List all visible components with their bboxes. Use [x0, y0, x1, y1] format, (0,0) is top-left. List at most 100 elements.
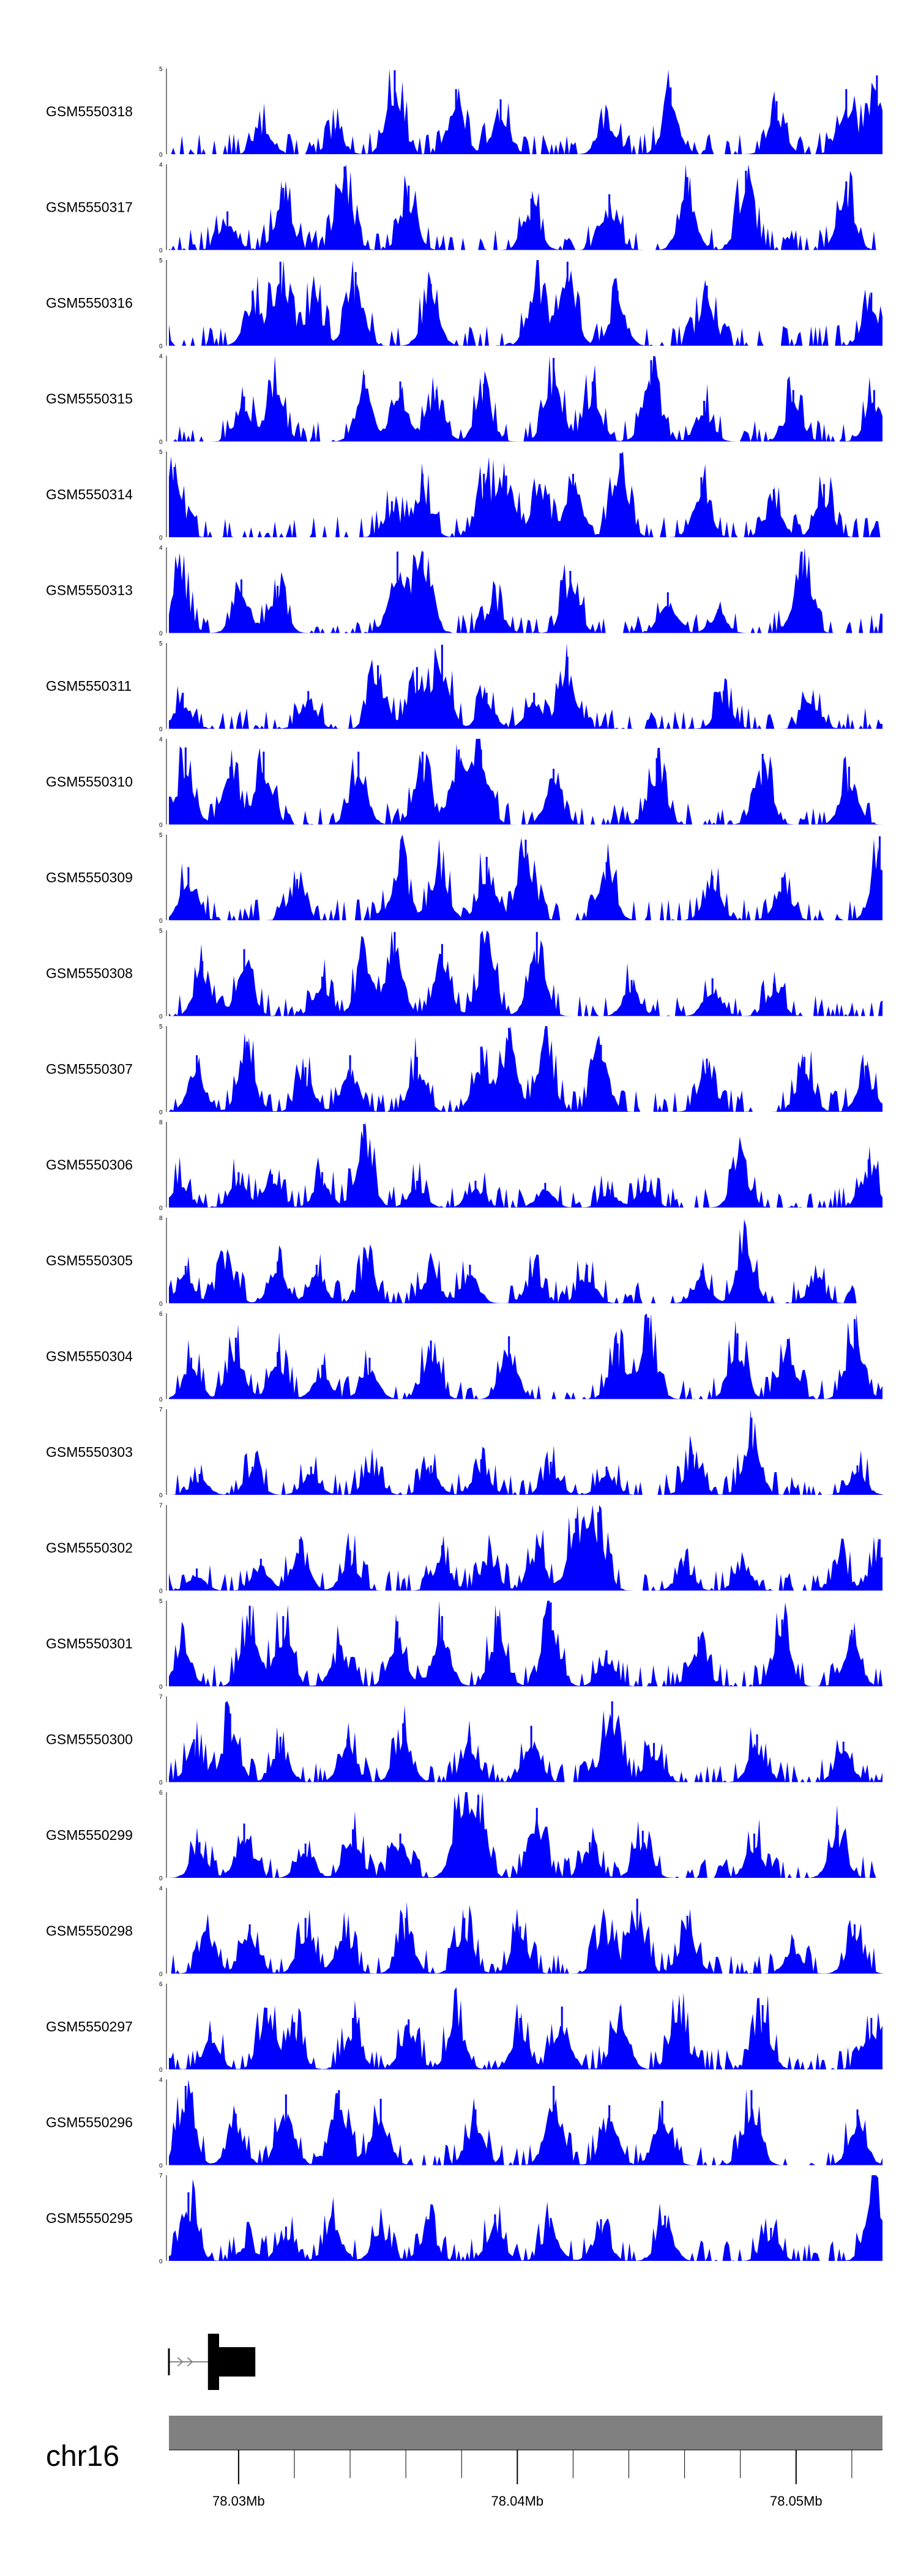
coverage-area	[169, 1701, 883, 1782]
track-GSM5550308: GSM5550308 5 0	[46, 928, 883, 1021]
track-label: GSM5550302	[46, 1540, 133, 1556]
y-zero-tick-label: 0	[159, 1971, 163, 1978]
track-label: GSM5550316	[46, 295, 133, 311]
coverage-tracks: GSM555031850GSM555031740GSM555031650GSM5…	[46, 66, 883, 2265]
y-zero-tick-label: 0	[159, 1492, 163, 1499]
track-GSM5550297: GSM5550297 6 0	[46, 1981, 883, 2074]
coverage-area	[169, 2175, 883, 2261]
y-zero-tick-label: 0	[159, 535, 163, 542]
track-label: GSM5550310	[46, 774, 133, 790]
y-zero-tick-label: 0	[159, 2163, 163, 2170]
y-zero-tick-label: 0	[159, 1397, 163, 1404]
y-zero-tick-label: 0	[159, 343, 163, 350]
y-zero-tick-label: 0	[159, 439, 163, 446]
y-max-tick-label: 7	[159, 1503, 163, 1509]
y-max-tick-label: 5	[159, 66, 163, 73]
track-label: GSM5550300	[46, 1732, 133, 1748]
y-zero-tick-label: 0	[159, 1875, 163, 1882]
track-GSM5550318: GSM5550318 5 0	[46, 66, 883, 158]
coverage-area	[169, 1601, 883, 1686]
y-zero-tick-label: 0	[159, 1109, 163, 1116]
track-label: GSM5550298	[46, 1923, 133, 1939]
track-GSM5550315: GSM5550315 4 0	[46, 354, 883, 446]
y-max-tick-label: 6	[159, 1790, 163, 1796]
y-max-tick-label: 7	[159, 1694, 163, 1701]
coverage-area	[169, 1219, 883, 1303]
coverage-area	[169, 2079, 883, 2165]
y-max-tick-label: 4	[159, 545, 163, 552]
y-max-tick-label: 4	[159, 354, 163, 360]
y-max-tick-label: 4	[159, 162, 163, 169]
gene-model	[168, 2334, 256, 2390]
coverage-area	[169, 1409, 883, 1495]
y-max-tick-label: 6	[159, 1981, 163, 1988]
track-GSM5550296: GSM5550296 4 0	[46, 2077, 883, 2170]
coverage-area	[169, 1901, 883, 1974]
y-max-tick-label: 7	[159, 2173, 163, 2180]
y-max-tick-label: 4	[159, 737, 163, 743]
track-label: GSM5550317	[46, 199, 133, 215]
coverage-area	[169, 1987, 883, 2069]
track-label: GSM5550308	[46, 966, 133, 981]
y-zero-tick-label: 0	[159, 152, 163, 158]
track-label: GSM5550315	[46, 391, 133, 407]
track-GSM5550309: GSM5550309 5 0	[46, 832, 883, 925]
y-max-tick-label: 8	[159, 1215, 163, 1222]
track-GSM5550306: GSM5550306 8 0	[46, 1120, 883, 1212]
track-label: GSM5550303	[46, 1444, 133, 1460]
track-GSM5550305: GSM5550305 8 0	[46, 1215, 883, 1308]
y-zero-tick-label: 0	[159, 1205, 163, 1212]
y-max-tick-label: 7	[159, 1407, 163, 1413]
strand-arrow-icon	[187, 2357, 193, 2367]
coverage-area	[169, 547, 883, 633]
chromosome-ideogram: chr16	[46, 2416, 883, 2473]
y-max-tick-label: 5	[159, 832, 163, 839]
gene-exon	[207, 2334, 219, 2390]
y-max-tick-label: 5	[159, 641, 163, 647]
y-max-tick-label: 5	[159, 1598, 163, 1605]
coverage-area	[169, 739, 883, 825]
coverage-area	[169, 1505, 883, 1591]
track-GSM5550317: GSM5550317 4 0	[46, 162, 883, 255]
coverage-area	[169, 69, 883, 154]
coverage-area	[169, 643, 883, 729]
chromosome-label: chr16	[46, 2440, 119, 2473]
x-tick-label: 78.05Mb	[770, 2493, 823, 2509]
y-max-tick-label: 8	[159, 1120, 163, 1126]
track-GSM5550302: GSM5550302 7 0	[46, 1503, 883, 1595]
track-label: GSM5550313	[46, 583, 133, 598]
y-zero-tick-label: 0	[159, 1014, 163, 1021]
track-GSM5550313: GSM5550313 4 0	[46, 545, 883, 638]
coverage-area	[169, 1026, 883, 1112]
y-max-tick-label: 4	[159, 1886, 163, 1893]
y-zero-tick-label: 0	[159, 248, 163, 255]
coverage-area	[169, 356, 883, 442]
coverage-area	[169, 1792, 883, 1878]
gene-exon	[218, 2347, 256, 2377]
y-zero-tick-label: 0	[159, 1588, 163, 1595]
y-max-tick-label: 5	[159, 1024, 163, 1030]
track-GSM5550299: GSM5550299 6 0	[46, 1790, 883, 1882]
track-label: GSM5550304	[46, 1349, 133, 1364]
track-GSM5550310: GSM5550310 4 0	[46, 737, 883, 829]
genomic-axis: 78.03Mb 78.04Mb 78.05Mb	[169, 2449, 883, 2509]
track-label: GSM5550311	[46, 678, 132, 694]
track-label: GSM5550309	[46, 869, 133, 885]
y-zero-tick-label: 0	[159, 918, 163, 925]
track-GSM5550303: GSM5550303 7 0	[46, 1407, 883, 1499]
coverage-area	[169, 452, 883, 537]
track-label: GSM5550295	[46, 2210, 133, 2226]
track-GSM5550314: GSM5550314 5 0	[46, 449, 883, 542]
coverage-area	[169, 1122, 883, 1208]
track-GSM5550316: GSM5550316 5 0	[46, 258, 883, 350]
y-zero-tick-label: 0	[159, 2067, 163, 2074]
track-GSM5550311: GSM5550311 5 0	[46, 641, 883, 733]
track-label: GSM5550306	[46, 1157, 133, 1173]
x-tick-label: 78.03Mb	[212, 2493, 265, 2509]
y-max-tick-label: 5	[159, 258, 163, 264]
track-label: GSM5550301	[46, 1636, 133, 1651]
y-zero-tick-label: 0	[159, 1301, 163, 1308]
y-zero-tick-label: 0	[159, 726, 163, 733]
track-label: GSM5550318	[46, 103, 133, 119]
track-label: GSM5550297	[46, 2019, 133, 2034]
